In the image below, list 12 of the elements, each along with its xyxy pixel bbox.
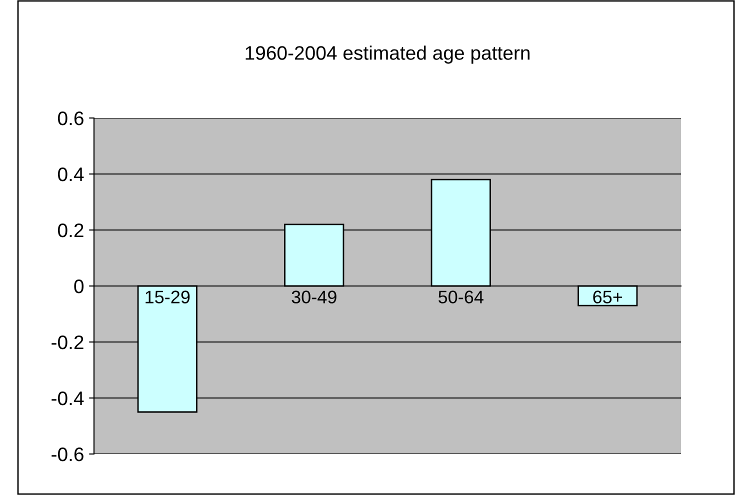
x-tick-label: 65+: [593, 290, 622, 304]
y-tick-label: -0.4: [52, 391, 84, 406]
x-tick-label: 15-29: [146, 290, 190, 304]
y-tick-label: 0.2: [58, 223, 84, 238]
y-tick-label: 0.4: [58, 167, 84, 182]
y-tick-label: 0: [74, 279, 84, 294]
x-tick-label: 50-64: [438, 290, 484, 304]
chart-title: 1960-2004 estimated age pattern: [246, 46, 530, 64]
y-tick-label: -0.6: [52, 447, 84, 462]
x-tick-label: 30-49: [292, 290, 336, 304]
y-tick-label: 0.6: [58, 111, 84, 126]
y-tick-label: -0.2: [52, 335, 84, 350]
